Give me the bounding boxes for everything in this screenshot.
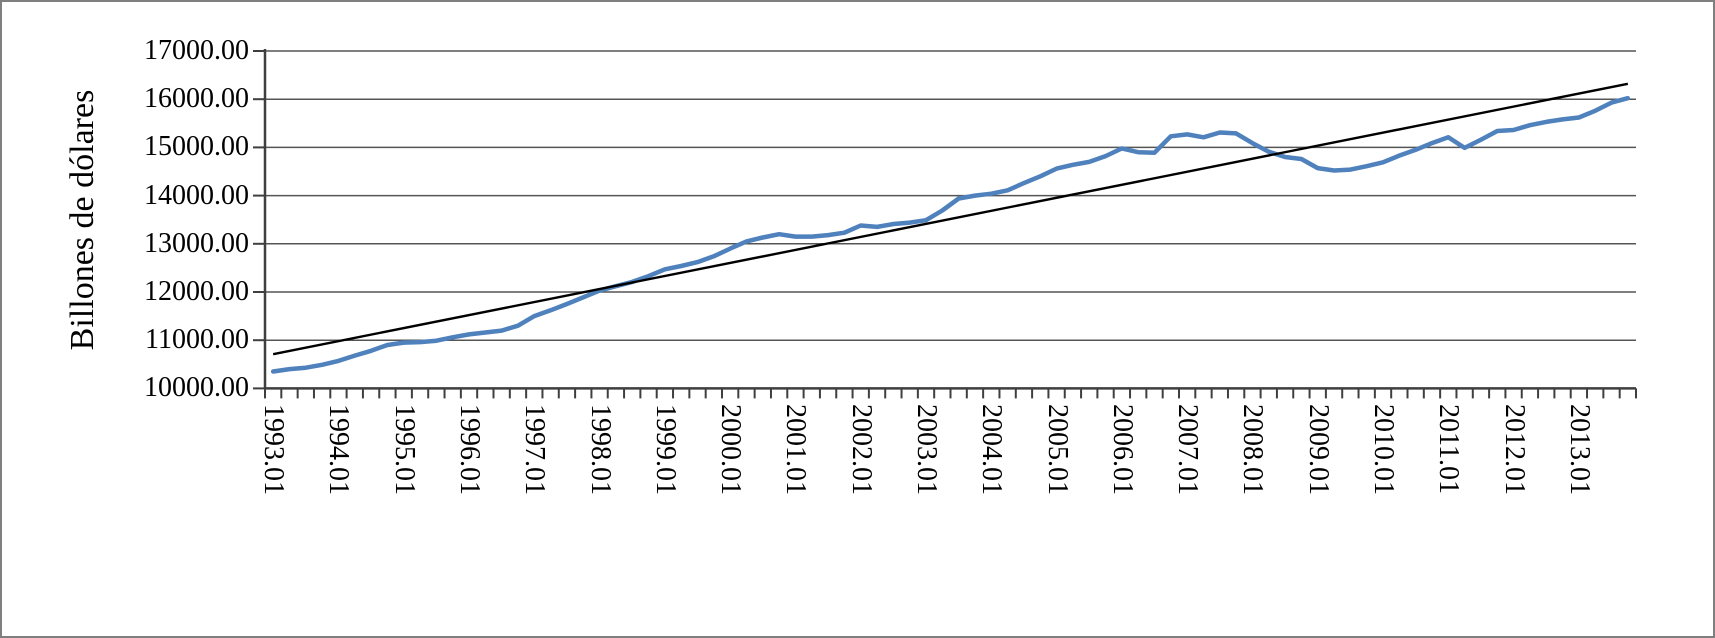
x-tick-label: 1998.01 <box>584 404 616 495</box>
x-tick-label: 1993.01 <box>258 404 290 495</box>
y-tick-label: 16000.00 <box>144 83 249 115</box>
y-tick-label: 11000.00 <box>145 324 249 356</box>
x-tick-label: 2009.01 <box>1302 404 1334 495</box>
x-tick-label: 2004.01 <box>976 404 1008 495</box>
x-tick-label: 2008.01 <box>1237 404 1269 495</box>
y-tick-label: 13000.00 <box>144 227 249 259</box>
y-tick-label: 12000.00 <box>144 276 249 307</box>
x-tick-label: 2001.01 <box>780 404 812 495</box>
x-tick-label: 2007.01 <box>1172 404 1204 495</box>
x-tick-label: 2010.01 <box>1368 404 1400 495</box>
x-tick-label: 1995.01 <box>388 404 420 495</box>
x-tick-label: 2006.01 <box>1106 404 1138 495</box>
y-axis-title: Billones de dólares <box>64 89 101 351</box>
observed-series-line <box>270 95 1631 374</box>
x-tick-label: 2003.01 <box>911 404 943 495</box>
y-tick-label: 17000.00 <box>144 35 249 66</box>
x-tick-label: 2002.01 <box>845 404 877 495</box>
x-tick-label: 2005.01 <box>1041 404 1073 495</box>
y-tick-label: 10000.00 <box>144 372 249 404</box>
x-tick-label: 1997.01 <box>519 404 551 495</box>
x-tick-label: 2011.01 <box>1433 404 1465 494</box>
x-tick-label: 1999.01 <box>649 404 681 495</box>
x-tick-label: 2013.01 <box>1563 404 1595 495</box>
y-tick-label: 14000.00 <box>144 179 249 211</box>
linear-trend-line <box>272 82 1629 356</box>
x-tick-label: 1994.01 <box>323 404 355 495</box>
x-tick-label: 2012.01 <box>1498 404 1530 495</box>
x-tick-label: 1996.01 <box>454 404 486 495</box>
x-tick-label: 2000.01 <box>715 404 747 495</box>
y-tick-label: 15000.00 <box>144 131 249 163</box>
